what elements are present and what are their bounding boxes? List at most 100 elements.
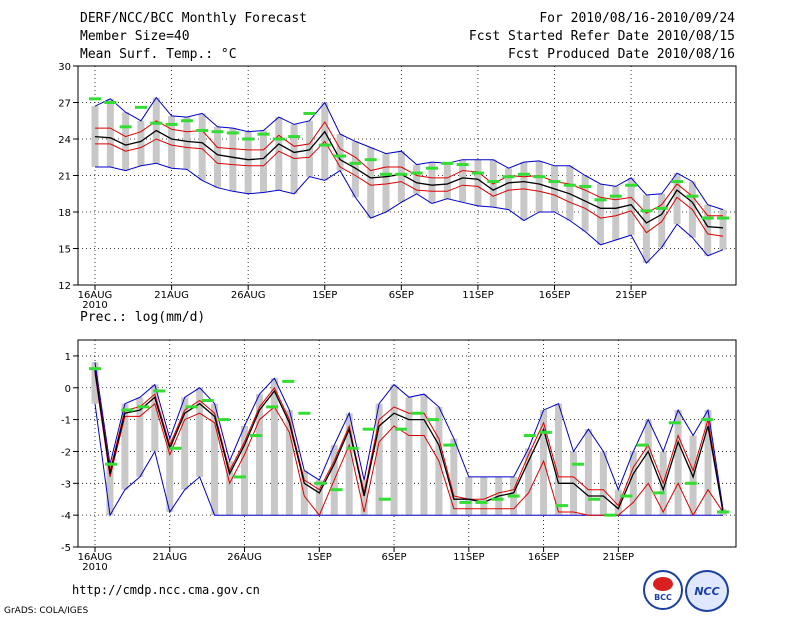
refer-date: Fcst Started Refer Date 2010/08/15 [468,29,735,44]
p2-spread-bar [644,419,652,516]
p2-xtick-label: 16AUG [78,552,113,563]
p2-xtick-label: 21SEP [603,552,634,563]
p1-spread-bar [122,112,130,171]
p1-spread-bar [259,130,267,193]
p2-xtick-label: 6SEP [382,552,407,563]
variable-label: Mean Surf. Temp.: °C [80,47,237,62]
p1-spread-bar [382,153,390,212]
p2-ytick-label: -1 [61,416,71,427]
bcc-logo-text: BCC [654,593,672,602]
p1-spread-bar [642,194,650,264]
p1-spread-bar [581,175,589,232]
p1-xtick-label: 16AUG [78,290,113,301]
p2-spread-bar [629,451,637,516]
p1-spread-bar [351,141,359,198]
p2-xtick-label: 26AUG [227,552,262,563]
p2-ytick-label: -5 [61,543,71,554]
p1-xtick-label: 2010 [82,300,107,311]
p1-spread-bar [719,209,727,250]
p1-ytick-label: 30 [58,62,71,73]
p1-spread-bar [137,120,145,166]
p2-spread-bar [151,384,159,452]
p1-spread-bar [413,164,421,194]
p1-spread-bar [428,162,436,204]
p2-spread-bar [420,394,428,516]
chart-title: DERF/NCC/BCC Monthly Forecast [80,11,307,26]
p1-xtick-label: 16SEP [539,290,570,301]
p2-spread-bar [525,448,533,516]
p1-xtick-label: 6SEP [389,290,414,301]
p2-spread-bar [390,384,398,516]
bcc-logo-emblem [653,577,673,591]
p2-xtick-label: 16SEP [528,552,559,563]
p1-spread-bar [627,177,635,236]
p1-spread-bar [505,168,513,210]
p1-min-line [95,162,724,264]
p1-sd-lower-line [95,138,724,237]
p1-spread-bar [305,120,313,177]
p2-spread-bar [106,464,114,516]
member-size-label: Member Size=40 [80,29,190,44]
p1-spread-bar [704,204,712,256]
p2-spread-bar [599,451,607,516]
p2-xtick-label: 1SEP [307,552,332,563]
p1-spread-bar [596,184,604,245]
p1-spread-bar [290,124,298,194]
p2-spread-bar [360,480,368,516]
p1-spread-bar [673,173,681,225]
p1-ytick-label: 12 [58,281,71,292]
p1-ytick-label: 21 [58,172,71,183]
p2-spread-bar [136,397,144,477]
bcc-logo: BCC [643,570,683,610]
p2-spread-bar [181,397,189,490]
p1-xtick-label: 21SEP [615,290,646,301]
p1-spread-bar [520,162,528,221]
p2-spread-bar [584,429,592,516]
ncc-logo: NCC [685,570,729,612]
p2-spread-bar [226,461,234,516]
p2-ytick-label: -3 [61,479,71,490]
p2-ytick-label: -4 [61,511,71,522]
p2-spread-bar [555,403,563,516]
p1-spread-bar [474,159,482,206]
p1-spread-bar [275,117,283,191]
p1-spread-bar [183,117,191,170]
p2-ytick-label: 0 [65,384,71,395]
p2-spread-bar [450,438,458,516]
p1-spread-bar [214,126,222,188]
ncc-logo-text: NCC [694,585,720,598]
p1-ytick-label: 24 [58,135,71,146]
p2-spread-bar [465,476,473,516]
p2-spread-bar [405,397,413,516]
p1-mean-line [94,129,724,229]
p2-spread-bar [285,410,293,516]
source-url[interactable]: http://cmdp.ncc.cma.gov.cn [72,583,260,597]
p2-xtick-label: 2010 [82,562,107,573]
p2-spread-bar [241,425,249,516]
p1-ytick-label: 27 [58,99,71,110]
p2-xtick-label: 21AUG [152,552,187,563]
p2-xtick-label: 11SEP [453,552,484,563]
p1-spread-bar [244,131,252,194]
precip-label: Prec.: log(mm/d) [80,310,206,325]
grads-credit: GrADS: COLA/IGES [4,606,89,616]
p1-max-line [94,96,724,211]
p2-ytick-label: -2 [61,447,71,458]
p2-spread-bar [166,438,174,512]
p2-sd-lower-line [94,373,724,517]
p1-spread-bar [658,193,666,248]
p2-spread-bar [211,403,219,516]
p1-xtick-label: 26AUG [231,290,266,301]
p1-spread-bar [198,113,206,181]
p1-spread-bar [336,134,344,171]
p2-spread-bar [121,403,129,490]
p2-spread-bar [704,410,712,516]
p2-mean-line [94,370,724,513]
p1-spread-bar [459,159,467,203]
p1-spread-bar [535,160,543,212]
p1-spread-bar [91,106,99,167]
p2-ytick-label: 1 [65,352,71,363]
p2-spread-bar [614,489,622,516]
p1-spread-bar [612,186,620,240]
